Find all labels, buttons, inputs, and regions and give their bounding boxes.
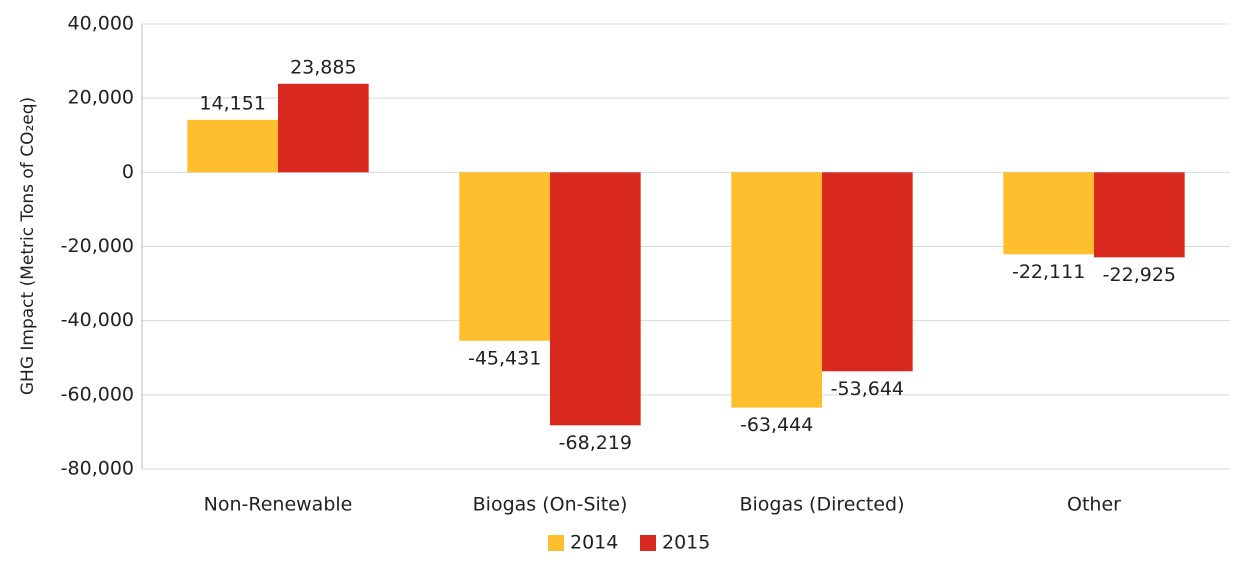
y-tick-label: -20,000	[61, 235, 134, 257]
data-label: -45,431	[468, 347, 541, 369]
data-label: -68,219	[559, 432, 632, 454]
y-tick-label: -40,000	[61, 309, 134, 331]
bar	[278, 83, 369, 173]
bar	[731, 172, 822, 408]
data-label: 23,885	[290, 56, 356, 78]
y-axis-label: GHG Impact (Metric Tons of CO₂eq)	[18, 97, 38, 395]
bar	[550, 172, 641, 426]
data-label: -22,111	[1012, 261, 1085, 283]
data-label: -63,444	[740, 414, 813, 436]
data-label: -53,644	[831, 378, 904, 400]
x-tick-label: Non-Renewable	[204, 494, 353, 516]
bar	[459, 172, 550, 341]
legend-swatch	[548, 535, 564, 551]
y-tick-label: -80,000	[61, 458, 134, 480]
y-tick-label: 20,000	[68, 87, 134, 109]
bar	[822, 172, 913, 372]
x-tick-label: Biogas (On-Site)	[473, 494, 628, 516]
y-tick-label: -60,000	[61, 383, 134, 405]
x-tick-label: Other	[1067, 494, 1121, 516]
y-tick-label: 40,000	[68, 13, 134, 35]
y-tick-label: 0	[122, 161, 134, 183]
bar	[1003, 172, 1094, 255]
bar	[187, 119, 278, 173]
data-label: 14,151	[199, 92, 265, 114]
x-tick-label: Biogas (Directed)	[739, 494, 904, 516]
bar	[1094, 172, 1185, 258]
legend-label: 2014	[570, 532, 618, 554]
legend-label: 2015	[662, 532, 710, 554]
legend-swatch	[640, 535, 656, 551]
data-label: -22,925	[1103, 264, 1176, 286]
